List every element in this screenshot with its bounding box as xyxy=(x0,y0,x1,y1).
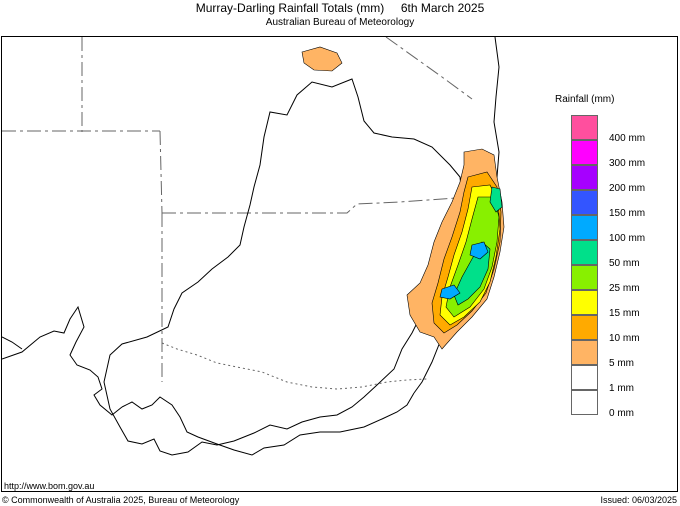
legend-label: 0 mm xyxy=(609,408,634,419)
coastline xyxy=(2,37,500,456)
legend-swatch xyxy=(571,165,598,190)
border-nsw-vic xyxy=(161,342,428,390)
rainfall-map xyxy=(1,36,678,492)
legend-swatch xyxy=(571,265,598,290)
legend-label: 200 mm xyxy=(609,183,646,194)
issued-date: Issued: 06/03/2025 xyxy=(600,495,677,505)
legend-label: 150 mm xyxy=(609,208,646,219)
state-borders xyxy=(2,37,473,382)
legend-swatch xyxy=(571,215,598,240)
legend-swatch xyxy=(571,140,598,165)
legend-label: 100 mm xyxy=(609,233,646,244)
legend-label: 50 mm xyxy=(609,258,640,269)
legend-label: 300 mm xyxy=(609,158,646,169)
border-qld-east xyxy=(385,37,473,100)
rain-band-100mm xyxy=(469,241,489,260)
map-subtitle: Australian Bureau of Meteorology xyxy=(265,17,415,28)
border-sa-qld-nsw-west xyxy=(159,130,163,214)
legend-label: 10 mm xyxy=(609,333,640,344)
legend-label: 25 mm xyxy=(609,283,640,294)
rain-north-patch xyxy=(301,46,343,72)
legend-swatch xyxy=(571,240,598,265)
legend-swatch xyxy=(571,315,598,340)
legend-swatch xyxy=(571,365,598,390)
legend-label: 400 mm xyxy=(609,133,646,144)
map-title: Murray-Darling Rainfall Totals (mm) 6th … xyxy=(195,1,485,15)
rain-band-50mm xyxy=(489,186,503,213)
legend-swatch xyxy=(571,340,598,365)
legend-swatch xyxy=(571,115,598,140)
legend-swatch xyxy=(571,190,598,215)
legend-title: Rainfall (mm) xyxy=(555,94,615,105)
coast-gulf-sa xyxy=(2,305,123,416)
website-url[interactable]: http://www.bom.gov.au xyxy=(4,481,95,491)
map-canvas xyxy=(2,37,505,456)
copyright-notice: © Commonwealth of Australia 2025, Bureau… xyxy=(2,495,240,505)
border-qld-nsw xyxy=(162,197,458,214)
legend-label: 1 mm xyxy=(609,383,634,394)
coast-sa-west xyxy=(2,336,23,350)
legend-label: 15 mm xyxy=(609,308,640,319)
legend-swatch xyxy=(571,290,598,315)
coast-sa-vic xyxy=(121,392,415,456)
legend-label: 5 mm xyxy=(609,358,634,369)
legend-swatch xyxy=(571,390,598,415)
rain-band-100mm-south xyxy=(439,284,461,300)
